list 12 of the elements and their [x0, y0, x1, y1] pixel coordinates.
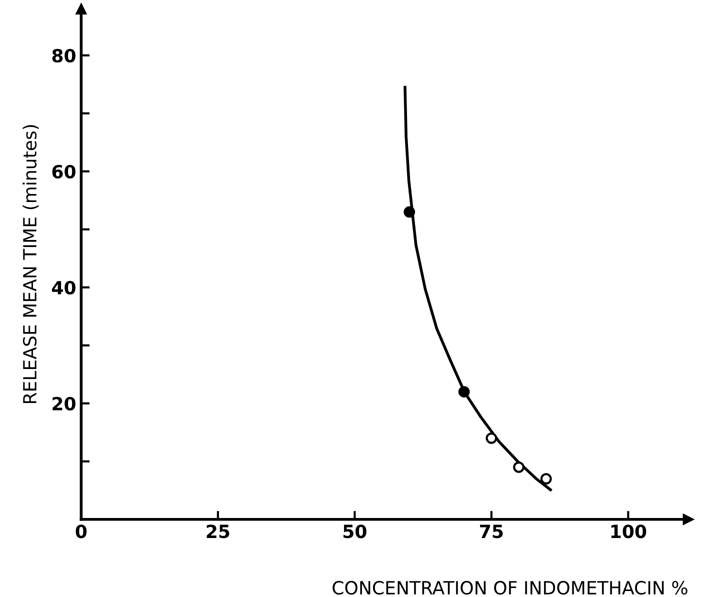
y-axis-title: RELEASE MEAN TIME (minutes) [22, 125, 39, 404]
y-tick-label: 40 [52, 280, 76, 294]
x-tick-label: 50 [344, 524, 366, 538]
x-tick-label: 100 [611, 524, 646, 538]
x-tick-label: 25 [206, 524, 230, 538]
y-tick-label: 60 [52, 164, 76, 178]
y-tick-label: 80 [52, 48, 76, 62]
line-series [404, 86, 552, 492]
x-axis-title: CONCENTRATION OF INDOMETHACIN % [332, 580, 688, 595]
x-tick-label: 0 [76, 524, 87, 538]
x-tick-label: 75 [480, 524, 503, 538]
y-tick-label: 20 [52, 396, 76, 410]
